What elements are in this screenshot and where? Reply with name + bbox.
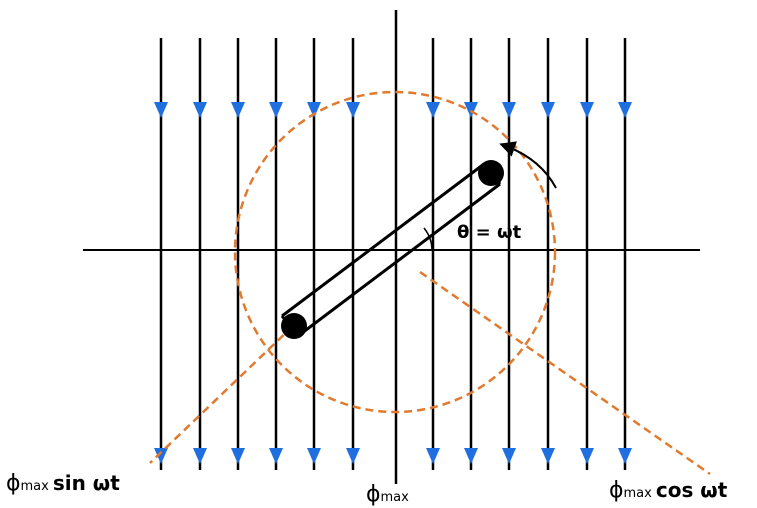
down-arrow-icon — [618, 448, 632, 464]
down-arrow-icon — [154, 448, 168, 464]
down-arrow-icon — [269, 448, 283, 464]
down-arrow-icon — [307, 102, 321, 118]
rotation-path-circle — [233, 90, 557, 414]
down-arrow-icon — [231, 448, 245, 464]
down-arrow-icon — [502, 102, 516, 118]
down-arrow-icon — [193, 448, 207, 464]
down-arrow-icon — [269, 102, 283, 118]
down-arrow-icon — [154, 102, 168, 118]
down-arrow-icon — [502, 448, 516, 464]
down-arrow-icon — [346, 102, 360, 118]
coil — [280, 160, 504, 339]
down-arrow-icon — [426, 102, 440, 118]
flux-max-label: ϕmax — [366, 482, 409, 507]
cos-projection-line — [419, 270, 711, 476]
down-arrow-icon — [464, 448, 478, 464]
curved-arrow-icon — [499, 141, 557, 189]
sin-projection-line — [149, 325, 294, 464]
down-arrow-icon — [346, 448, 360, 464]
angle-arc — [423, 227, 433, 251]
down-arrow-icon — [541, 102, 555, 118]
down-arrow-icon — [307, 448, 321, 464]
down-arrow-icon — [193, 102, 207, 118]
flux-cos-label: ϕmax cos ωt — [609, 478, 728, 503]
angle-label: θ = ωt — [457, 222, 522, 243]
magnetic-field-lines — [154, 38, 632, 470]
down-arrow-icon — [580, 102, 594, 118]
coil-end-lower — [281, 313, 307, 339]
coil-end-upper — [478, 160, 504, 186]
down-arrow-icon — [618, 102, 632, 118]
down-arrow-icon — [231, 102, 245, 118]
down-arrow-icon — [426, 448, 440, 464]
flux-sin-label: ϕmax sin ωt — [6, 471, 120, 496]
down-arrow-icon — [541, 448, 555, 464]
down-arrow-icon — [580, 448, 594, 464]
